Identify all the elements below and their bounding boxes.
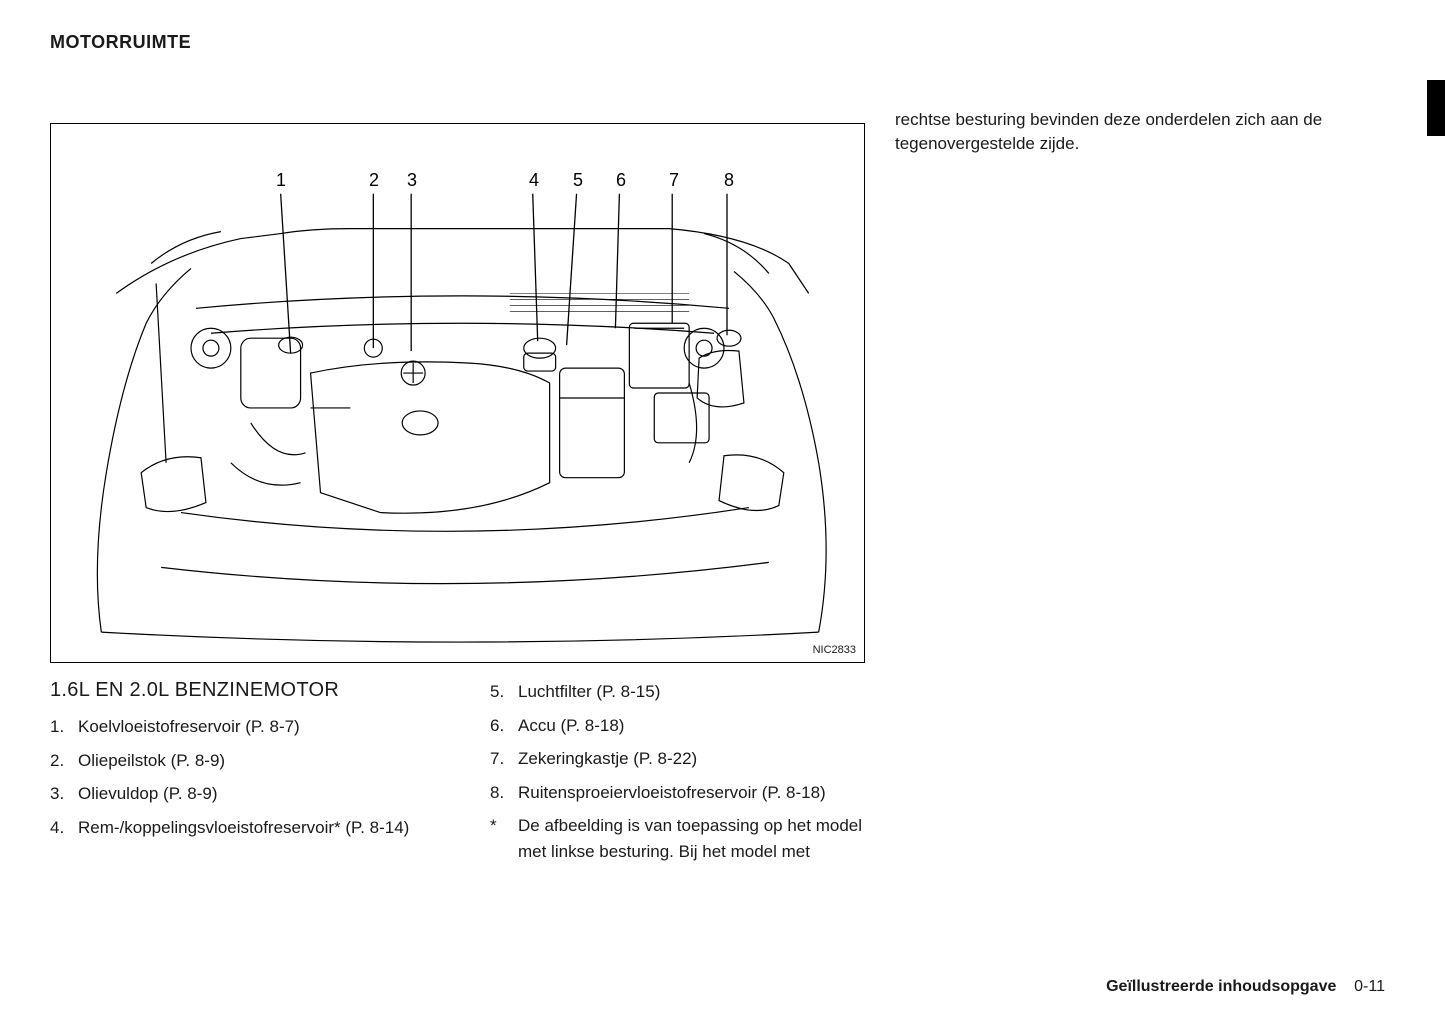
footnote-text: De afbeelding is van toepassing op het m…: [518, 813, 890, 864]
subheading: 1.6L EN 2.0L BENZINEMOTOR: [50, 679, 450, 702]
list-item-number: 8.: [490, 780, 518, 806]
engine-figure: 1 2 3 4 5 6 7 8 NIC2833: [50, 123, 865, 663]
callout-number: 5: [573, 170, 583, 191]
list-item-number: 2.: [50, 748, 78, 774]
callout-number: 2: [369, 170, 379, 191]
parts-list-2: 5.Luchtfilter (P. 8-15)6.Accu (P. 8-18)7…: [490, 679, 890, 805]
callout-number: 3: [407, 170, 417, 191]
list-item-number: 7.: [490, 746, 518, 772]
list-item-text: Rem-/koppelingsvloeistofreservoir* (P. 8…: [78, 815, 409, 841]
engine-diagram-svg: [51, 124, 864, 662]
list-item-text: Ruitensproeiervloeistofreservoir (P. 8-1…: [518, 780, 826, 806]
list-item-text: Koelvloeistofreservoir (P. 8-7): [78, 714, 300, 740]
parts-list-item: 4.Rem-/koppelingsvloeistofreservoir* (P.…: [50, 815, 450, 841]
callout-number: 8: [724, 170, 734, 191]
parts-list-item: 8.Ruitensproeiervloeistofreservoir (P. 8…: [490, 780, 890, 806]
list-item-text: Zekeringkastje (P. 8-22): [518, 746, 697, 772]
parts-list-item: 2.Oliepeilstok (P. 8-9): [50, 748, 450, 774]
list-item-number: 4.: [50, 815, 78, 841]
page: MOTORRUIMTE: [0, 0, 1445, 1026]
callout-number: 1: [276, 170, 286, 191]
page-footer: Geïllustreerde inhoudsopgave 0-11: [1106, 978, 1385, 996]
callout-number: 6: [616, 170, 626, 191]
list-item-text: Oliepeilstok (P. 8-9): [78, 748, 225, 774]
body-columns: 1.6L EN 2.0L BENZINEMOTOR 1.Koelvloeisto…: [50, 679, 1385, 864]
footnote: * De afbeelding is van toepassing op het…: [490, 813, 890, 864]
parts-list-item: 3.Olievuldop (P. 8-9): [50, 781, 450, 807]
list-item-number: 1.: [50, 714, 78, 740]
edge-tab: [1427, 80, 1445, 136]
parts-list-item: 1.Koelvloeistofreservoir (P. 8-7): [50, 714, 450, 740]
parts-list-item: 7.Zekeringkastje (P. 8-22): [490, 746, 890, 772]
list-item-text: Accu (P. 8-18): [518, 713, 624, 739]
column-1: 1.6L EN 2.0L BENZINEMOTOR 1.Koelvloeisto…: [50, 679, 450, 864]
callout-number: 4: [529, 170, 539, 191]
list-item-number: 6.: [490, 713, 518, 739]
column-3-continuation: rechtse besturing bevinden deze onderdel…: [895, 108, 1335, 156]
list-item-number: 3.: [50, 781, 78, 807]
list-item-text: Luchtfilter (P. 8-15): [518, 679, 660, 705]
parts-list-1: 1.Koelvloeistofreservoir (P. 8-7)2.Oliep…: [50, 714, 450, 840]
section-title: MOTORRUIMTE: [50, 32, 1385, 53]
callout-number: 7: [669, 170, 679, 191]
footer-page-number: 0-11: [1354, 978, 1385, 995]
list-item-text: Olievuldop (P. 8-9): [78, 781, 218, 807]
parts-list-item: 6.Accu (P. 8-18): [490, 713, 890, 739]
parts-list-item: 5.Luchtfilter (P. 8-15): [490, 679, 890, 705]
list-item-number: 5.: [490, 679, 518, 705]
footnote-star: *: [490, 813, 518, 864]
footer-section-label: Geïllustreerde inhoudsopgave: [1106, 978, 1336, 995]
figure-code: NIC2833: [813, 644, 856, 656]
column-2: 5.Luchtfilter (P. 8-15)6.Accu (P. 8-18)7…: [490, 679, 890, 864]
